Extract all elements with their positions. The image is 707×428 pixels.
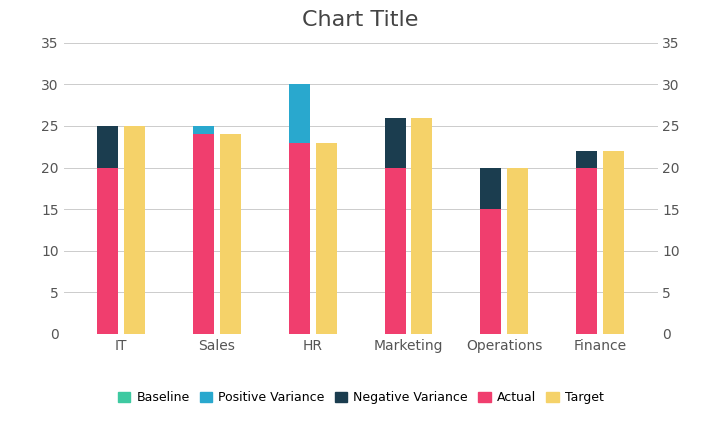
Bar	[603, 151, 624, 334]
Bar	[385, 167, 406, 334]
Bar	[480, 209, 501, 334]
Bar	[385, 118, 406, 167]
Bar	[480, 167, 501, 209]
Bar	[576, 167, 597, 334]
Bar	[220, 134, 241, 334]
Title: Chart Title: Chart Title	[303, 10, 419, 30]
Bar	[288, 84, 310, 334]
Legend: Baseline, Positive Variance, Negative Variance, Actual, Target: Baseline, Positive Variance, Negative Va…	[112, 386, 609, 409]
Bar	[97, 126, 118, 167]
Bar	[315, 143, 337, 334]
Bar	[193, 126, 214, 134]
Bar	[507, 167, 528, 334]
Bar	[193, 126, 214, 334]
Bar	[97, 167, 118, 334]
Bar	[288, 84, 310, 143]
Bar	[124, 126, 145, 334]
Bar	[576, 151, 597, 167]
Bar	[411, 118, 433, 334]
